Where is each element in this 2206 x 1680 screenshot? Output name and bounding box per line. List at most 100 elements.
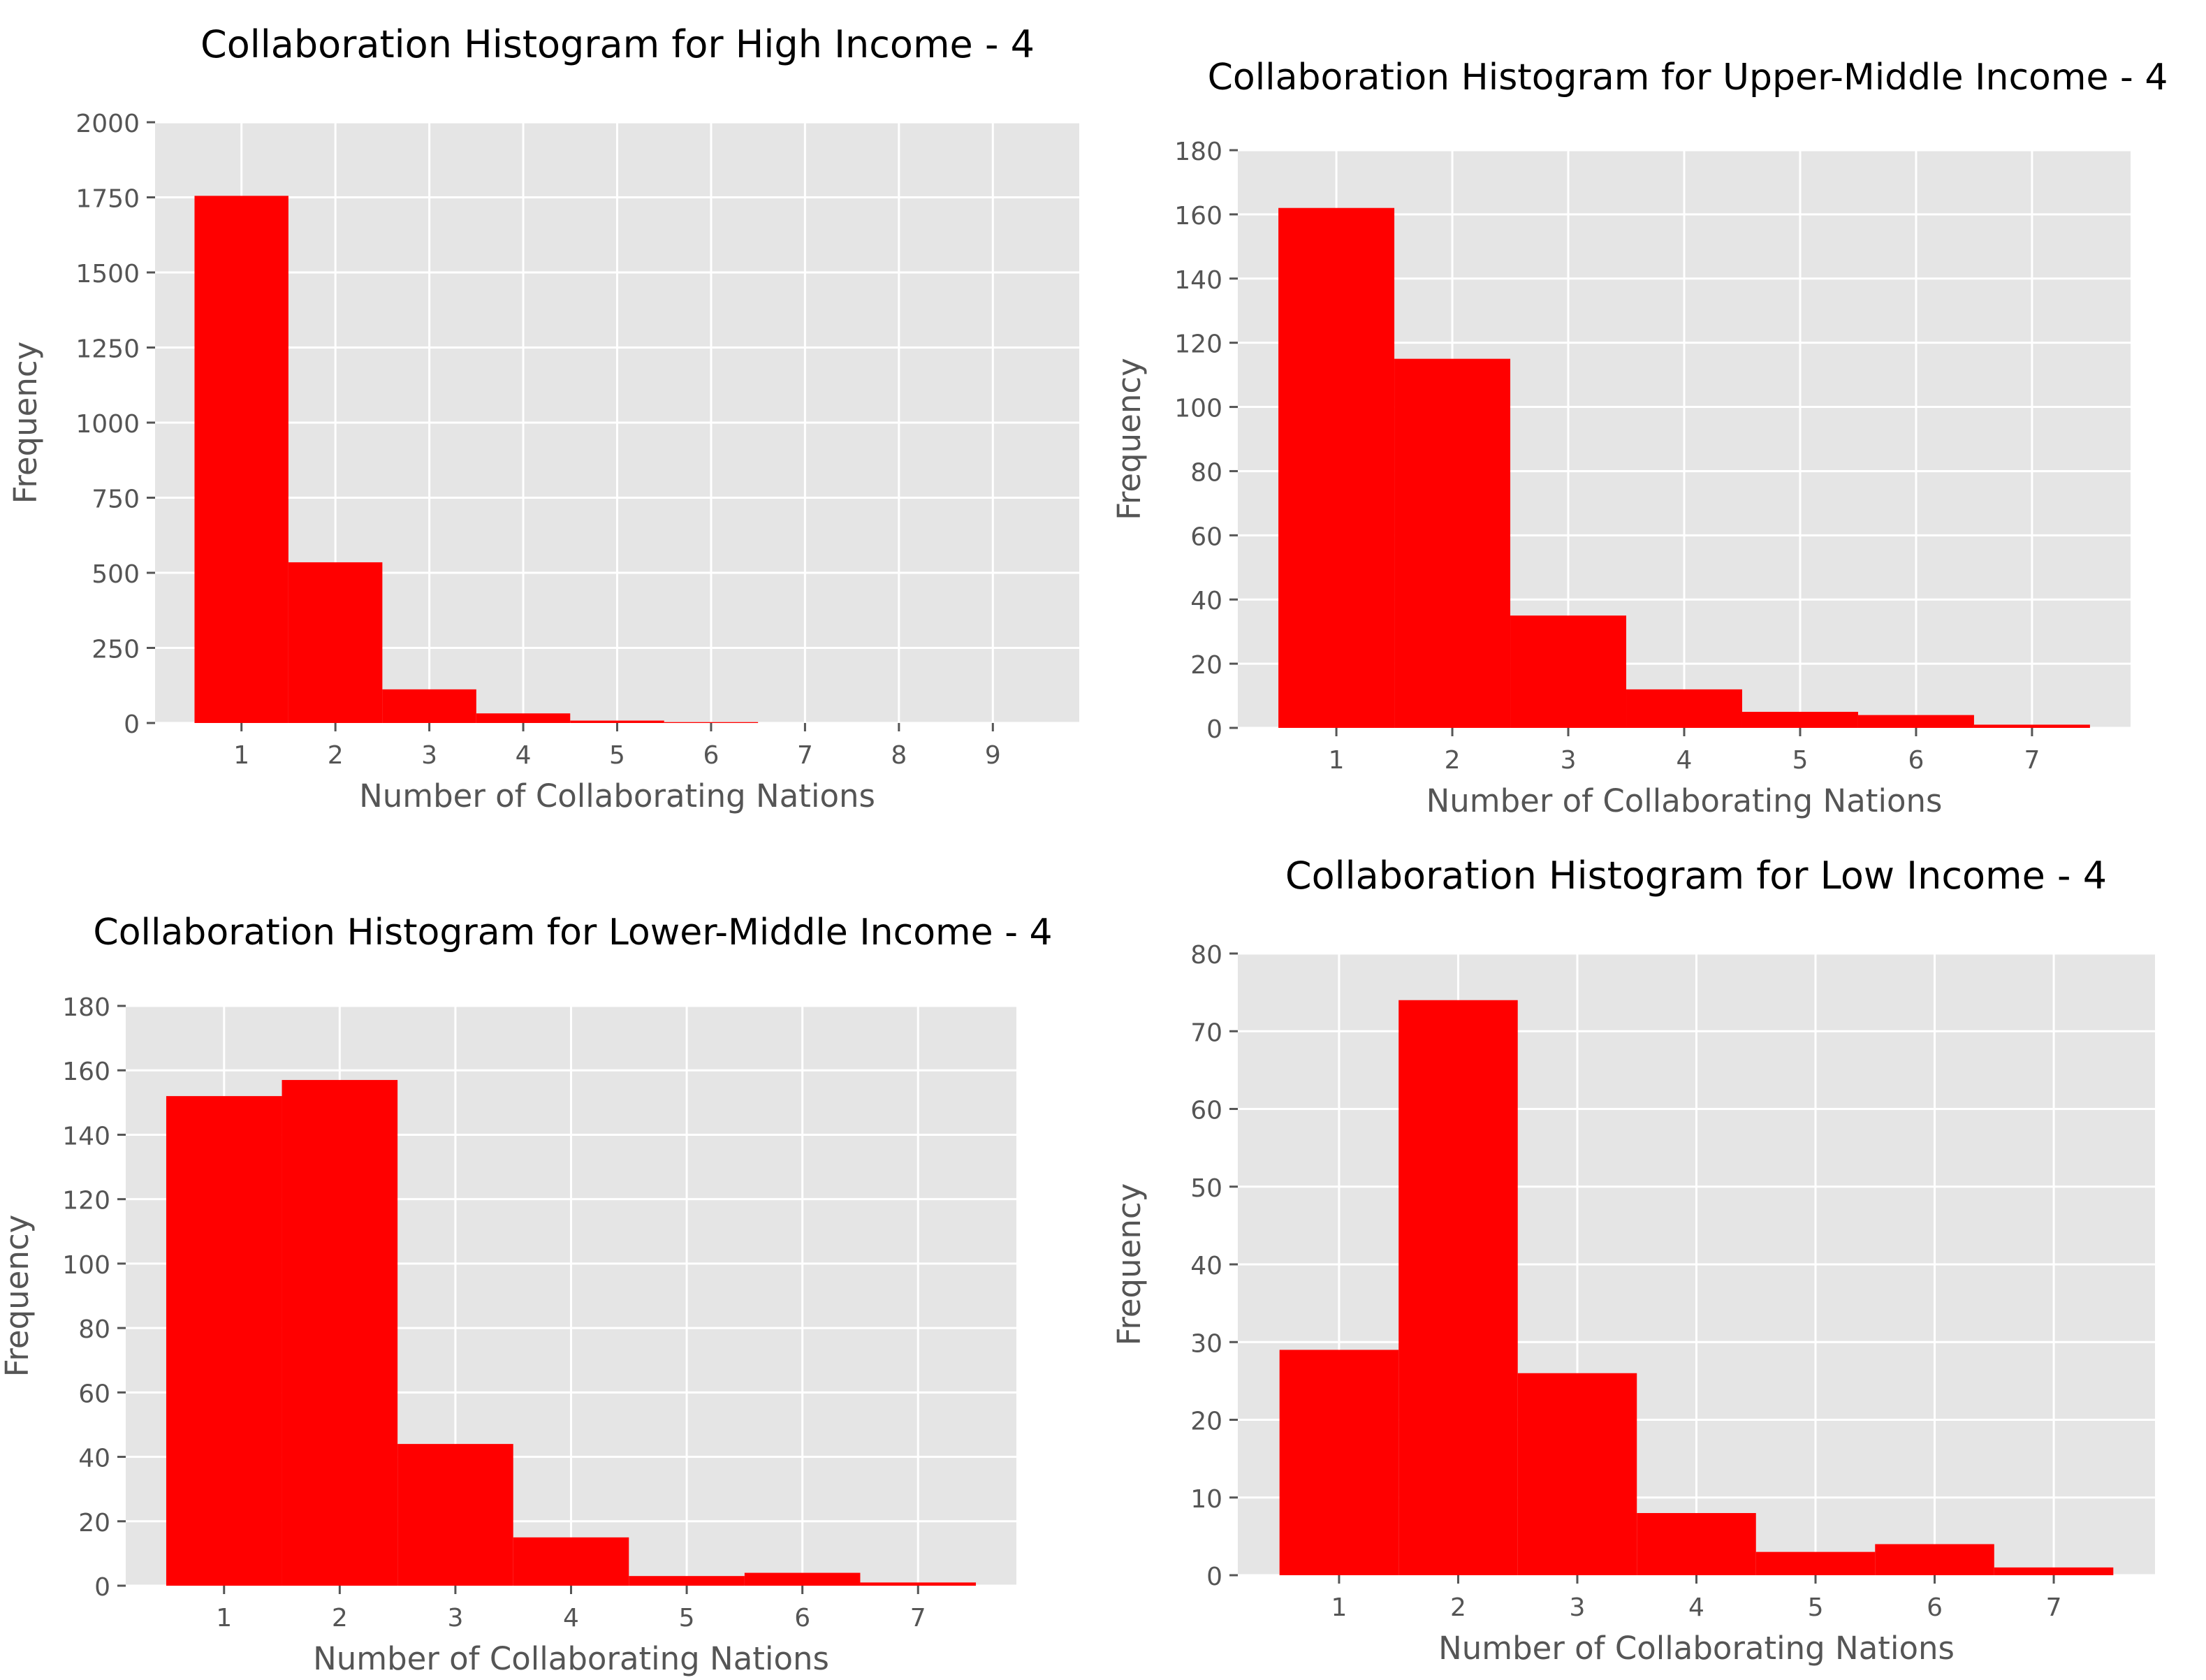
bars (194, 196, 759, 724)
histogram-bar (1278, 207, 1395, 728)
y-tick-label: 160 (62, 1058, 110, 1086)
x-tick-label: 5 (1792, 746, 1809, 775)
y-tick-label: 500 (92, 560, 140, 589)
x-tick-label: 7 (910, 1604, 926, 1632)
histogram-bar (1973, 724, 2090, 728)
y-axis-label: Frequency (7, 342, 44, 504)
y-tick-label: 40 (1190, 587, 1222, 615)
y-tick-label: 50 (1190, 1174, 1222, 1203)
x-tick-label: 8 (891, 741, 907, 770)
chart-title: Collaboration Histogram for Lower-Middle… (93, 912, 1052, 954)
y-tick-label: 20 (1190, 1408, 1222, 1436)
y-tick-label: 100 (1174, 395, 1222, 423)
histogram-bar (288, 562, 383, 723)
histogram-bar (282, 1080, 398, 1586)
y-axis-label: Frequency (1111, 1183, 1148, 1345)
histogram-bar (194, 196, 288, 724)
x-axis-label: Number of Collaborating Nations (313, 1640, 829, 1677)
y-tick-label: 0 (1206, 1563, 1222, 1591)
histogram-bar (664, 722, 759, 723)
y-axis-label: Frequency (0, 1215, 36, 1377)
x-tick-label: 5 (1808, 1593, 1824, 1622)
x-tick-label: 3 (421, 741, 437, 770)
histogram-bar (1637, 1513, 1756, 1575)
y-tick-label: 750 (92, 485, 140, 514)
y-axis: 0 20 40 60 80 100 120 140 160 180 (62, 993, 126, 1602)
y-tick-label: 140 (1174, 266, 1222, 295)
chart-high-income: 0 250 500 750 1000 1250 1500 1750 2000 1 2 3 4 5 6 7 8 9 N… (7, 22, 1079, 815)
y-tick-label: 180 (62, 993, 110, 1022)
x-tick-label: 6 (1908, 746, 1924, 775)
chart-title: Collaboration Histogram for Low Income -… (1285, 854, 2107, 898)
x-tick-label: 1 (1331, 1593, 1347, 1622)
x-tick-label: 4 (563, 1604, 579, 1632)
y-tick-label: 80 (78, 1315, 110, 1344)
histogram-bar (1394, 358, 1511, 728)
y-tick-label: 250 (92, 636, 140, 664)
x-tick-label: 5 (609, 741, 625, 770)
x-tick-label: 2 (328, 741, 344, 770)
y-tick-label: 0 (1206, 715, 1222, 744)
x-tick-label: 2 (1450, 1593, 1466, 1622)
y-tick-label: 20 (1190, 651, 1222, 680)
y-tick-label: 80 (1190, 941, 1222, 970)
histogram-bar (1517, 1373, 1637, 1575)
chart-low-income: 0 10 20 30 40 50 60 70 80 1 2 3 4 5 6 7 Number of Collab… (1111, 854, 2155, 1667)
y-tick-label: 2000 (75, 110, 140, 138)
y-tick-label: 160 (1174, 202, 1222, 231)
bars (1278, 207, 2090, 728)
y-axis-label: Frequency (1111, 358, 1148, 520)
histogram-bar (382, 689, 476, 723)
histogram-bar (1510, 615, 1627, 728)
y-tick-label: 100 (62, 1251, 110, 1280)
histogram-bar (1279, 1350, 1399, 1575)
x-tick-label: 4 (516, 741, 532, 770)
y-tick-label: 80 (1190, 458, 1222, 487)
x-tick-label: 5 (679, 1604, 695, 1632)
y-tick-label: 180 (1174, 138, 1222, 166)
chart-lower-middle-income: 0 20 40 60 80 100 120 140 160 180 1 2 3 4 5 6 7 Number of… (0, 912, 1053, 1677)
x-tick-label: 7 (797, 741, 813, 770)
histogram-bar (513, 1537, 629, 1586)
y-tick-label: 40 (1190, 1252, 1222, 1280)
x-tick-label: 1 (216, 1604, 232, 1632)
x-tick-label: 1 (233, 741, 249, 770)
x-tick-label: 3 (447, 1604, 463, 1632)
y-tick-label: 1750 (75, 185, 140, 214)
x-tick-label: 2 (1445, 746, 1461, 775)
y-tick-label: 0 (94, 1573, 110, 1602)
histogram-bar (1398, 1000, 1518, 1575)
x-tick-label: 2 (332, 1604, 348, 1632)
y-axis: 0 250 500 750 1000 1250 1500 1750 2000 (75, 110, 155, 739)
x-tick-label: 3 (1570, 1593, 1586, 1622)
y-tick-label: 70 (1190, 1018, 1222, 1047)
x-axis-label: Number of Collaborating Nations (1438, 1630, 1955, 1667)
histogram-bar (1857, 715, 1974, 728)
x-axis: 1 2 3 4 5 6 7 8 9 (233, 723, 1001, 770)
x-axis: 1 2 3 4 5 6 7 (1331, 1575, 2062, 1622)
y-tick-label: 40 (78, 1445, 110, 1473)
chart-upper-middle-income: 0 20 40 60 80 100 120 140 160 180 1 2 3 4 5 6 7 Number of… (1111, 57, 2168, 819)
y-tick-label: 1250 (75, 335, 140, 364)
y-tick-label: 0 (124, 710, 140, 739)
y-axis: 0 20 40 60 80 100 120 140 160 180 (1174, 138, 1238, 744)
x-tick-label: 7 (2024, 746, 2040, 775)
histogram-bar (397, 1444, 513, 1586)
x-tick-label: 7 (2046, 1593, 2062, 1622)
histogram-bar (860, 1582, 977, 1586)
y-tick-label: 1000 (75, 410, 140, 439)
histogram-bar (744, 1572, 861, 1586)
y-tick-label: 20 (78, 1509, 110, 1537)
y-tick-label: 60 (78, 1380, 110, 1408)
x-tick-label: 6 (703, 741, 719, 770)
histogram-bar (1626, 689, 1742, 728)
histogram-bar (166, 1096, 282, 1586)
histogram-bar (1875, 1544, 1994, 1575)
chart-title: Collaboration Histogram for Upper-Middle… (1208, 57, 2168, 98)
y-tick-label: 30 (1190, 1329, 1222, 1358)
y-axis: 0 10 20 30 40 50 60 70 80 (1190, 941, 1238, 1591)
x-tick-label: 4 (1688, 1593, 1704, 1622)
histogram-bar (476, 713, 571, 723)
y-tick-label: 1500 (75, 260, 140, 288)
histogram-bar (629, 1576, 745, 1586)
